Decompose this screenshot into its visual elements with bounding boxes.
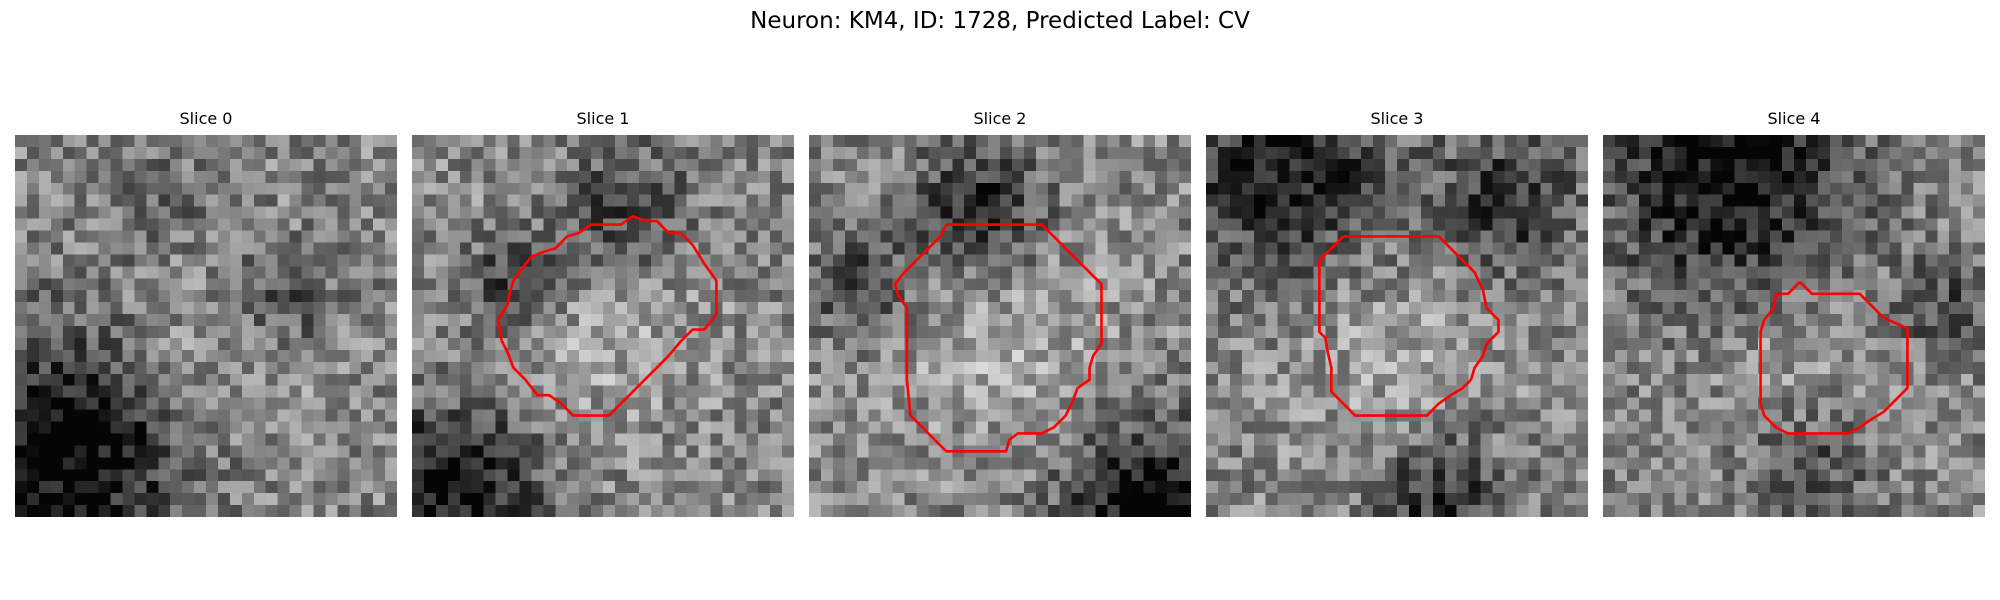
panel-title-slice-2: Slice 2 bbox=[973, 109, 1027, 128]
segmentation-contour bbox=[893, 223, 1103, 453]
segmentation-contour bbox=[496, 214, 718, 417]
panel-title-slice-1: Slice 1 bbox=[576, 109, 630, 128]
segmentation-contour bbox=[1318, 235, 1500, 417]
panel-title-slice-3: Slice 3 bbox=[1370, 109, 1424, 128]
slice-image-4 bbox=[1603, 135, 1985, 517]
slice-image-2 bbox=[809, 135, 1191, 517]
slice-image-3 bbox=[1206, 135, 1588, 517]
panel-title-slice-4: Slice 4 bbox=[1767, 109, 1821, 128]
slice-image-0 bbox=[15, 135, 397, 517]
slice-image-1 bbox=[412, 135, 794, 517]
segmentation-contour bbox=[1759, 280, 1909, 435]
panel-title-slice-0: Slice 0 bbox=[179, 109, 233, 128]
figure-title: Neuron: KM4, ID: 1728, Predicted Label: … bbox=[750, 8, 1250, 34]
